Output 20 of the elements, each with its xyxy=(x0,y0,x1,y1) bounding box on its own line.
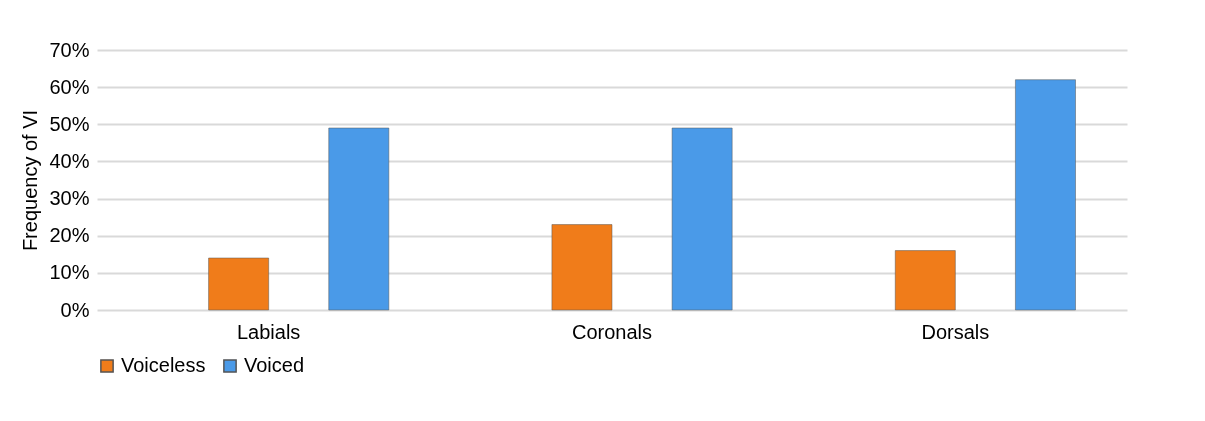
y-tick-label: 10% xyxy=(49,261,90,284)
y-tick-label: 20% xyxy=(49,224,90,247)
y-tick-label: 40% xyxy=(49,149,90,172)
bar xyxy=(671,127,733,311)
bar xyxy=(895,250,956,311)
legend-label: Voiceless xyxy=(121,354,206,376)
x-tick-label: Coronals xyxy=(571,320,653,343)
y-tick-label: 70% xyxy=(49,38,90,61)
y-axis-title: Frequency of VI xyxy=(19,109,42,252)
x-tick-label: Labials xyxy=(236,320,301,343)
y-tick-label: 0% xyxy=(60,298,90,321)
y-tick-label: 50% xyxy=(49,112,90,135)
x-tick-label: Dorsals xyxy=(921,320,990,343)
y-tick-label: 60% xyxy=(49,75,90,98)
bar xyxy=(208,257,269,311)
bar xyxy=(328,127,390,311)
bar xyxy=(1015,79,1076,311)
bar xyxy=(551,224,613,311)
legend-label: Voiced xyxy=(244,354,305,376)
y-tick-label: 30% xyxy=(49,187,90,210)
